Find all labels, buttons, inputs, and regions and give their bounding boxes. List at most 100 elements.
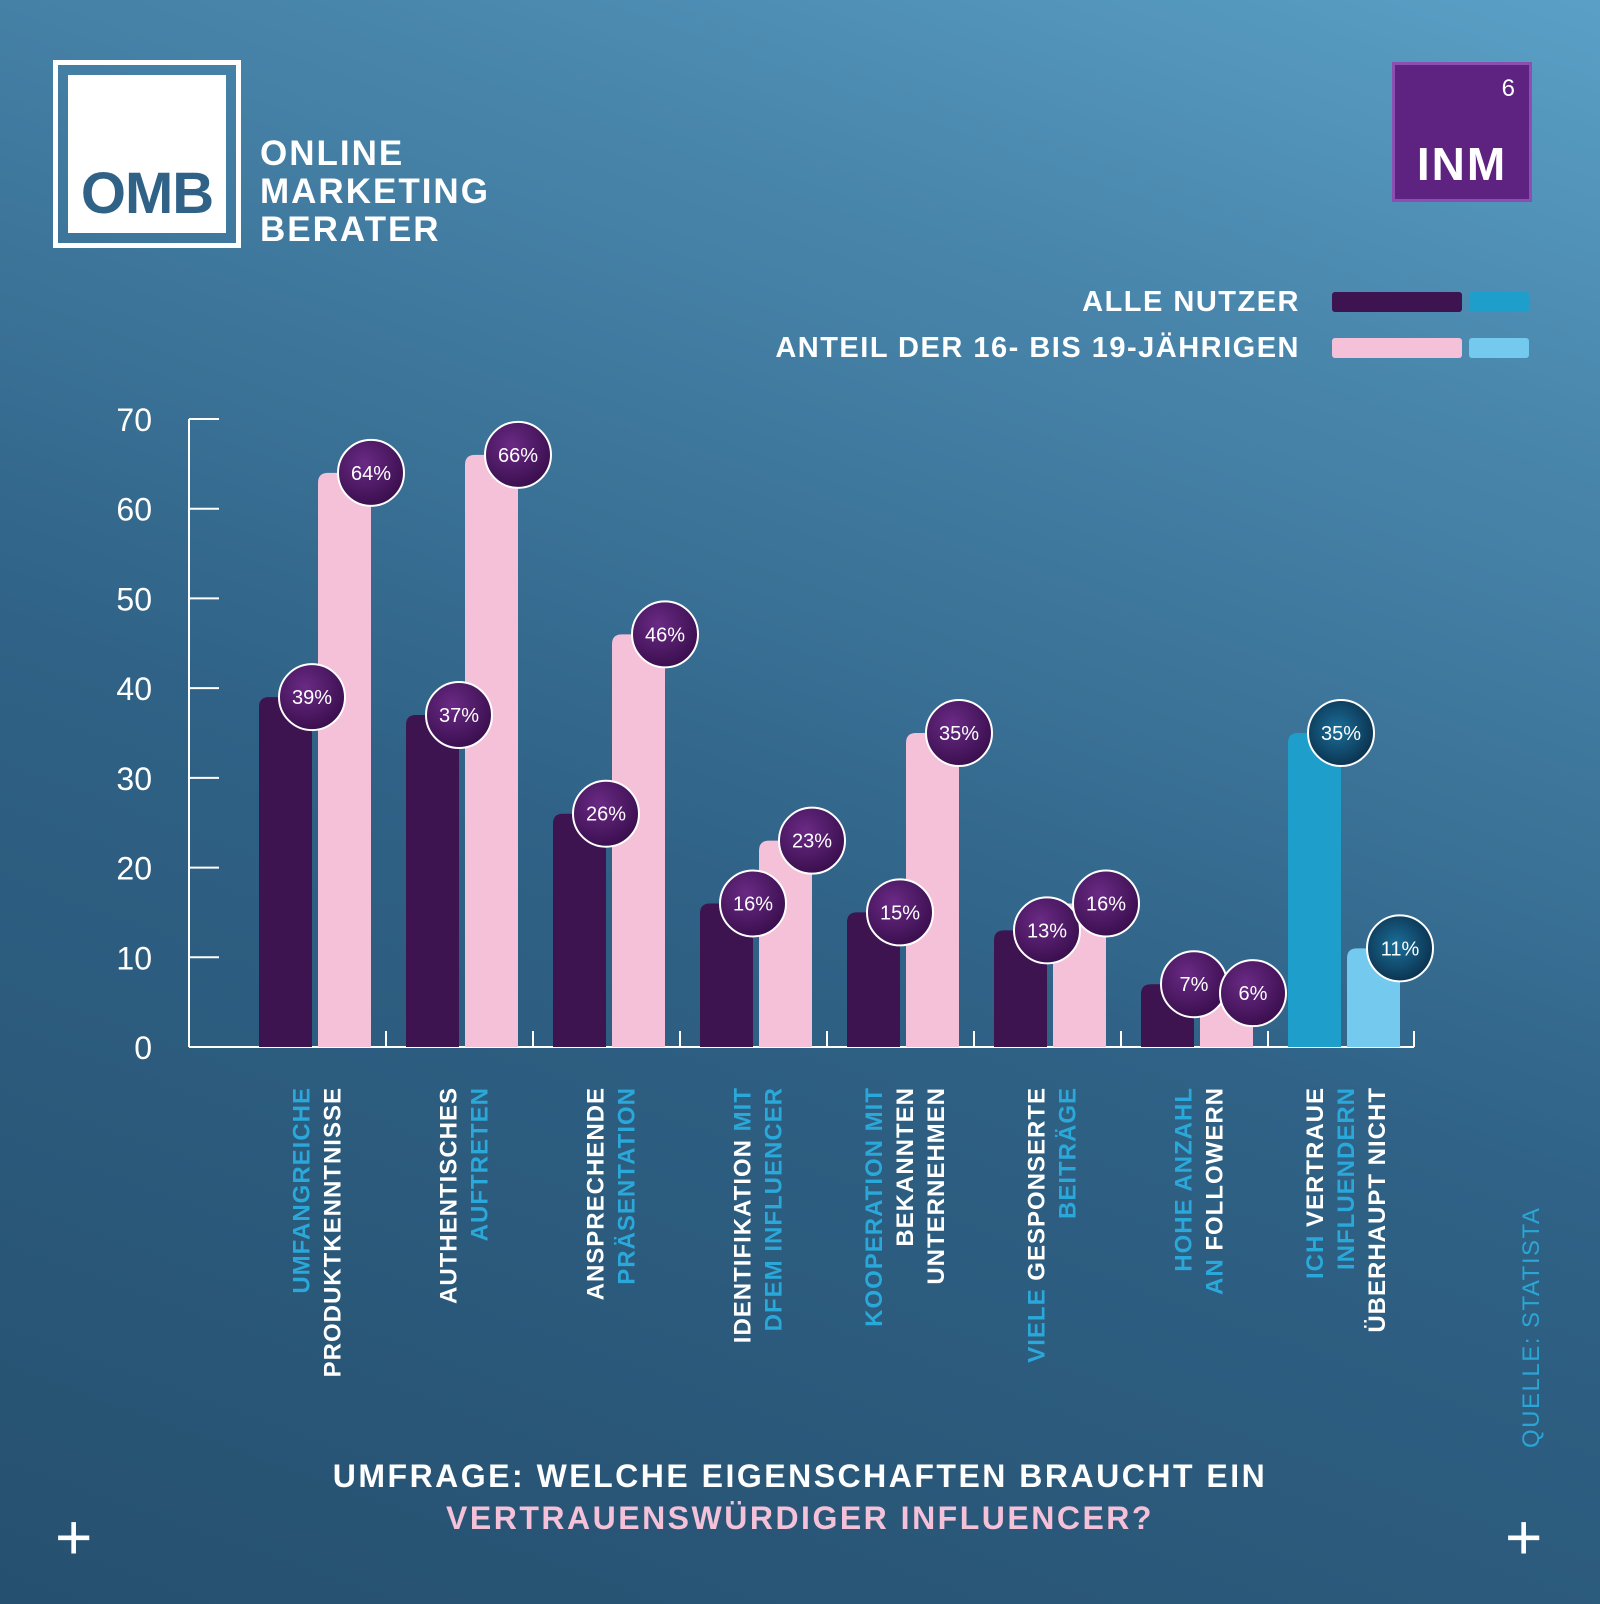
- category-label-line: VIELE GESPONSERTE: [1024, 1087, 1051, 1363]
- bar-all-users: [1288, 733, 1341, 1047]
- value-bubble: [925, 699, 993, 767]
- bar-all-users: [847, 912, 900, 1047]
- value-label: 46%: [645, 624, 685, 646]
- category-label-segment: ICH: [1302, 1227, 1329, 1279]
- bar-all-users: [553, 813, 606, 1047]
- value-label: 23%: [792, 831, 832, 853]
- value-label: 26%: [586, 804, 626, 826]
- category-label-line: ANSPRECHENDE: [583, 1087, 610, 1300]
- value-label: 35%: [1321, 723, 1361, 745]
- value-label: 15%: [880, 902, 920, 924]
- category-label-segment: ÜBERHAUPT NICHT: [1364, 1087, 1391, 1333]
- y-tick-label: 20: [116, 851, 152, 887]
- category-label-segment: PRÄSENTATION: [614, 1087, 641, 1285]
- category-label-segment: AUFTRETEN: [467, 1087, 494, 1241]
- category-label-line: PRÄSENTATION: [614, 1087, 641, 1285]
- value-label: 6%: [1239, 983, 1268, 1005]
- brand-line-3: BERATER: [260, 210, 441, 249]
- category-label-segment: ANSPRECHENDE: [583, 1087, 610, 1300]
- category-label-segment: AN: [1202, 1251, 1229, 1295]
- value-bubble: [337, 438, 405, 507]
- category-label-segment: VERTRAUE: [1302, 1087, 1329, 1227]
- category-label-line: AUTHENTISCHES: [436, 1087, 463, 1304]
- bar-all-users: [700, 903, 753, 1047]
- bar-teen-share: [612, 634, 665, 1047]
- bar-teen-share: [465, 454, 518, 1047]
- value-bubble: [425, 681, 493, 750]
- logo-inner: OMB: [68, 75, 226, 233]
- value-label: 16%: [1086, 893, 1126, 915]
- category-label-segment: AUTHENTISCHES: [436, 1087, 463, 1304]
- category-label-segment: IDENTIFIKATION: [730, 1131, 757, 1343]
- category-label-line: KOOPERATION MIT: [861, 1087, 888, 1327]
- logo-text: OMB: [80, 161, 214, 226]
- bar-all-users: [259, 697, 312, 1047]
- value-label: 35%: [939, 723, 979, 745]
- survey-question: UMFRAGE: WELCHE EIGENSCHAFTEN BRAUCHT EI…: [0, 1455, 1600, 1539]
- corner-plus-right: +: [1505, 1501, 1543, 1573]
- value-bubble: [1366, 914, 1434, 983]
- category-label-line: IDENTIFIKATION MIT: [730, 1087, 757, 1343]
- value-label: 7%: [1180, 974, 1209, 996]
- legend-swatch-all-users-alt: [1469, 292, 1529, 312]
- legend-swatch-all-users: [1332, 292, 1462, 312]
- category-label-segment: BEITRÄGE: [1055, 1087, 1082, 1219]
- value-label: 11%: [1381, 938, 1420, 960]
- category-label-segment: PRODUKTKENNTNISSE: [320, 1087, 347, 1377]
- value-bubble: [719, 869, 787, 938]
- value-bubble: [631, 600, 699, 669]
- category-label-segment: FOLLOWERN: [1202, 1087, 1229, 1251]
- category-label-line: AUFTRETEN: [467, 1087, 494, 1241]
- value-bubble: [866, 878, 934, 947]
- bar-teen-share: [318, 472, 371, 1047]
- category-label-line: ICH VERTRAUE: [1302, 1087, 1329, 1279]
- y-tick-label: 0: [134, 1030, 152, 1066]
- brand-name: ONLINE MARKETING BERATER: [260, 135, 490, 249]
- y-tick-label: 30: [116, 761, 152, 797]
- inm-badge-number: 6: [1501, 75, 1515, 102]
- category-label-segment: DFEM INFLUENCER: [761, 1087, 788, 1331]
- inm-badge: 6 INM: [1392, 62, 1532, 202]
- legend-label-teen-share: ANTEIL DER 16- BIS 19-JÄHRIGEN: [775, 332, 1300, 364]
- category-label-line: HOHE ANZAHL: [1171, 1087, 1198, 1272]
- value-label: 64%: [351, 463, 391, 485]
- category-label-segment: HOHE ANZAHL: [1171, 1087, 1198, 1272]
- value-bubble: [278, 663, 346, 732]
- value-label: 39%: [292, 687, 332, 709]
- y-tick-label: 10: [116, 940, 152, 976]
- brand-line-2: MARKETING: [260, 172, 490, 211]
- category-label-line: PRODUKTKENNTNISSE: [320, 1087, 347, 1377]
- inm-badge-text: INM: [1416, 138, 1508, 190]
- value-bubble: [1072, 869, 1140, 938]
- category-label-segment: INFLUENDERN: [1333, 1087, 1360, 1270]
- value-bubble: [1219, 959, 1287, 1028]
- brand-line-1: ONLINE: [260, 134, 405, 173]
- category-label-segment: UNTERNEHMEN: [923, 1087, 950, 1285]
- bar-teen-share: [906, 733, 959, 1047]
- category-label-line: DFEM INFLUENCER: [761, 1087, 788, 1331]
- value-label: 16%: [733, 893, 773, 915]
- value-bubble: [1013, 896, 1081, 965]
- category-label-line: INFLUENDERN: [1333, 1087, 1360, 1270]
- value-bubble: [484, 420, 552, 489]
- source-note: QUELLE: STATISTA: [1518, 1206, 1545, 1448]
- value-label: 13%: [1027, 920, 1067, 942]
- y-tick-label: 40: [116, 671, 152, 707]
- category-label-segment: BEKANNTEN: [892, 1087, 919, 1247]
- y-tick-label: 70: [116, 402, 152, 438]
- category-label-segment: GESPONSERTE: [1024, 1087, 1051, 1281]
- value-bubble: [572, 779, 640, 848]
- category-label-segment: MIT: [730, 1087, 757, 1131]
- y-tick-label: 50: [116, 581, 152, 617]
- bar-all-users: [406, 715, 459, 1047]
- category-label-line: BEKANNTEN: [892, 1087, 919, 1247]
- category-label-line: UNTERNEHMEN: [923, 1087, 950, 1285]
- legend-label-all-users: ALLE NUTZER: [1082, 286, 1300, 318]
- category-label-line: BEITRÄGE: [1055, 1087, 1082, 1219]
- legend-swatch-teen-share-alt: [1469, 338, 1529, 358]
- value-label: 66%: [498, 445, 538, 467]
- category-label-line: ÜBERHAUPT NICHT: [1364, 1087, 1391, 1333]
- corner-plus-left: +: [55, 1501, 93, 1573]
- category-label-segment: VIELE: [1024, 1281, 1051, 1363]
